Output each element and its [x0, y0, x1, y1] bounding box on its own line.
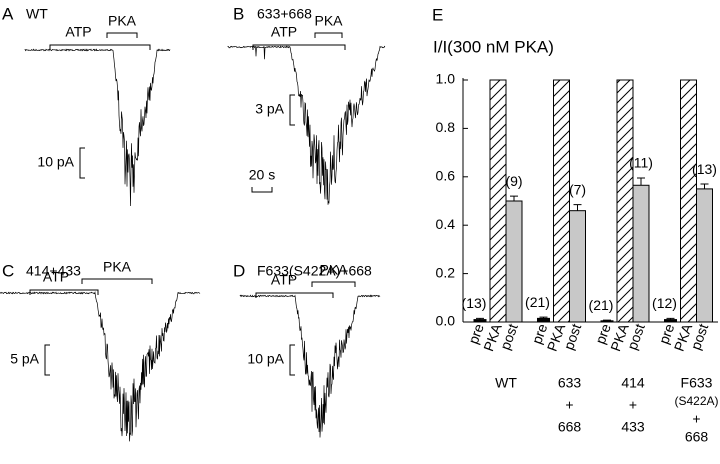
atp-label: ATP — [271, 272, 297, 288]
group-label: + — [629, 397, 637, 413]
construct-label: WT — [26, 6, 48, 22]
group-label: + — [565, 397, 573, 413]
scale-bar — [289, 344, 295, 376]
n-label: (13) — [692, 161, 717, 177]
n-label: (21) — [589, 297, 614, 313]
error-bar — [637, 177, 645, 186]
scale-bar — [79, 147, 85, 179]
construct-label: 414+433 — [26, 263, 81, 279]
pka-bracket — [81, 278, 153, 284]
panel-letter: C — [2, 261, 14, 280]
bar — [680, 79, 697, 323]
current-trace — [227, 45, 386, 205]
pka-label: PKA — [319, 262, 348, 278]
n-label: (12) — [652, 295, 677, 311]
construct-label: F633(S422A)+668 — [257, 263, 372, 279]
pka-label: PKA — [103, 259, 132, 275]
bar — [553, 79, 570, 323]
atp-label: ATP — [65, 24, 91, 40]
panel-letter: E — [432, 5, 443, 24]
group-label: 668 — [685, 429, 709, 445]
group-label: 433 — [621, 419, 645, 435]
y-tick-label: 0.6 — [436, 168, 456, 184]
group-label: + — [692, 411, 700, 427]
bar-chart: E I/I(300 nM PKA) 0.0 0.2 0.4 0.6 0.8 1.0 (13)… — [432, 5, 719, 444]
pka-bracket — [314, 32, 343, 38]
scale-bar — [44, 344, 50, 376]
condition-label: pre — [655, 321, 677, 346]
time-scale-label: 20 s — [249, 167, 275, 183]
error-bar — [539, 316, 548, 319]
chart-title: I/I(300 nM PKA) — [433, 37, 554, 56]
error-bar — [666, 317, 675, 320]
bar — [537, 317, 550, 323]
group-label: 414 — [621, 375, 645, 391]
panel-letter: B — [233, 4, 244, 23]
scale-label: 3 pA — [255, 101, 284, 117]
bar — [696, 188, 713, 323]
error-bar — [510, 195, 518, 201]
scale-label: 10 pA — [37, 154, 74, 170]
error-bar — [476, 317, 484, 320]
y-tick-label: 0.8 — [436, 119, 456, 135]
error-bar — [573, 204, 582, 211]
scale-bar — [289, 94, 295, 126]
group-label: F633 — [681, 375, 713, 391]
condition-label: pre — [528, 321, 550, 346]
bar — [616, 79, 634, 323]
pka-bracket — [106, 32, 138, 38]
condition-label: pre — [592, 321, 614, 346]
bar — [569, 210, 586, 323]
n-label: (7) — [569, 181, 586, 197]
bar — [664, 319, 677, 323]
panel-letter: A — [2, 4, 14, 23]
n-label: (13) — [462, 295, 487, 311]
n-label: (21) — [525, 294, 550, 310]
atp-label: ATP — [271, 24, 297, 40]
condition-label: pre — [465, 321, 487, 346]
scale-label: 5 pA — [10, 351, 39, 367]
y-tick-label: 1.0 — [436, 71, 456, 87]
y-tick-label: 0.2 — [436, 264, 456, 280]
current-trace — [24, 48, 171, 207]
time-scale-bar — [251, 187, 273, 193]
bar — [473, 319, 487, 323]
atp-bracket — [49, 44, 151, 50]
current-trace — [0, 291, 201, 442]
group-label: 633 — [558, 375, 582, 391]
n-label: (11) — [629, 155, 653, 171]
scale-label: 10 pA — [247, 351, 284, 367]
bar — [489, 79, 507, 323]
y-tick-label: 0.4 — [436, 216, 456, 232]
atp-label: ATP — [43, 269, 69, 285]
pka-bracket — [311, 281, 356, 287]
group-label: (S422A) — [674, 394, 718, 408]
traces: A WT ATP PKA 10 pA B 633+668 ATP PKA 3 pA 20 s C 414… — [0, 4, 386, 442]
group-label: 668 — [558, 419, 582, 435]
n-label: (9) — [505, 173, 522, 189]
atp-bracket — [252, 44, 346, 50]
panel-letter: D — [233, 261, 245, 280]
construct-label: 633+668 — [257, 6, 312, 22]
pka-label: PKA — [108, 13, 137, 29]
group-label: WT — [495, 375, 517, 391]
error-bar — [700, 183, 709, 189]
error-bar — [603, 319, 611, 321]
atp-bracket — [29, 289, 99, 295]
bar — [632, 184, 650, 323]
bar — [600, 320, 614, 323]
bar — [505, 200, 523, 323]
y-tick-label: 0.0 — [436, 313, 456, 329]
pka-label: PKA — [314, 13, 343, 29]
current-trace — [239, 294, 381, 438]
